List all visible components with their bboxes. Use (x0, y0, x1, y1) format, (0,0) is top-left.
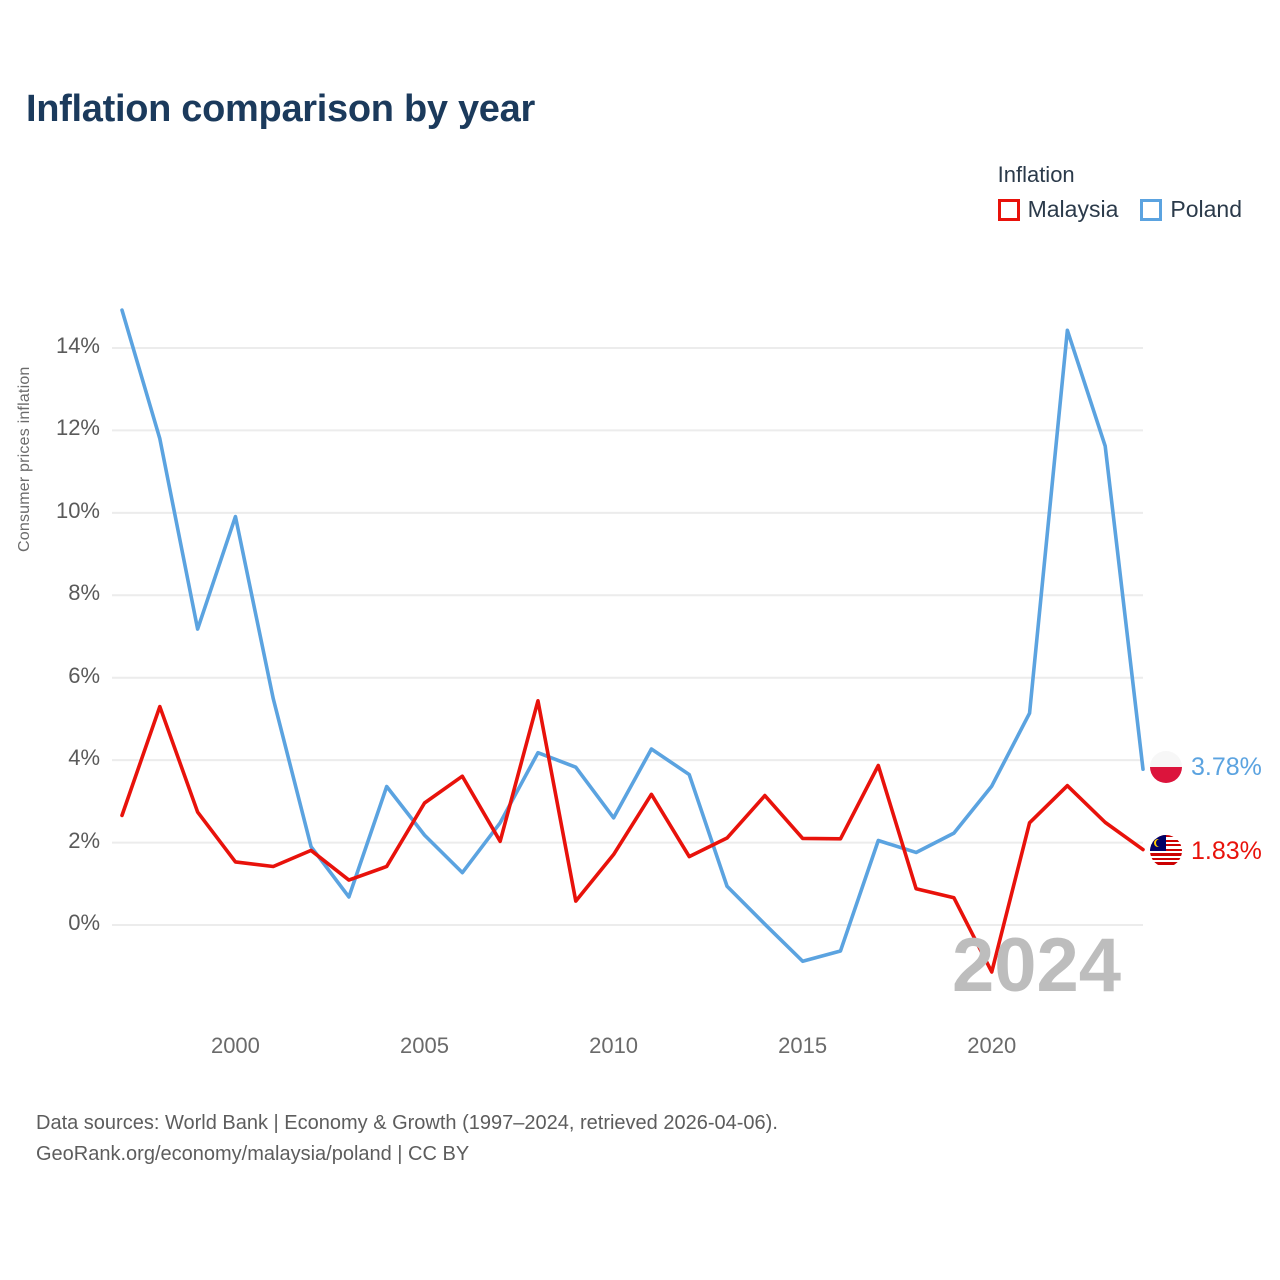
series-line-poland[interactable] (120, 308, 1145, 964)
y-tick-label: 4% (68, 745, 100, 771)
legend-items: Malaysia Poland (997, 196, 1242, 223)
series-line-malaysia[interactable] (120, 698, 1145, 974)
legend-swatch-malaysia (997, 198, 1020, 221)
legend-item-poland[interactable]: Poland (1140, 196, 1242, 223)
x-tick-label: 2015 (778, 1033, 828, 1058)
legend-item-malaysia[interactable]: Malaysia (997, 196, 1119, 223)
legend-swatch-poland (1140, 198, 1163, 221)
footer-line-sources: Data sources: World Bank | Economy & Gro… (36, 1112, 778, 1134)
page-title: Inflation comparison by year (26, 88, 535, 130)
legend: Inflation Malaysia Poland (997, 162, 1242, 223)
malaysia-end-label: 1.83% (1150, 835, 1262, 867)
poland-end-label: 3.78% (1150, 751, 1262, 783)
y-tick-label: 14% (55, 333, 100, 358)
x-tick-label: 2020 (967, 1033, 1017, 1058)
y-tick-label: 2% (68, 827, 100, 853)
footer-line-attribution: GeoRank.org/economy/malaysia/poland | CC… (36, 1143, 470, 1165)
y-tick-label: 8% (68, 580, 100, 606)
footer: Data sources: World Bank | Economy & Gro… (36, 1108, 778, 1170)
malaysia-end-value: 1.83% (1191, 836, 1262, 865)
legend-label-poland: Poland (1170, 196, 1242, 222)
y-tick-label: 10% (55, 497, 100, 523)
malaysia-flag (1150, 835, 1182, 867)
y-tick-label: 12% (55, 415, 100, 441)
x-tick-label: 2005 (400, 1033, 449, 1058)
poland-end-value: 3.78% (1191, 752, 1262, 781)
x-tick-label: 2000 (210, 1033, 260, 1058)
legend-title: Inflation (997, 162, 1075, 187)
legend-label-malaysia: Malaysia (1027, 196, 1119, 222)
y-tick-label: 6% (68, 662, 100, 688)
y-tick-label: 0% (68, 910, 100, 935)
poland-flag (1150, 751, 1182, 783)
x-tick-label: 2010 (589, 1033, 639, 1058)
year-watermark: 2024 (952, 923, 1122, 1008)
